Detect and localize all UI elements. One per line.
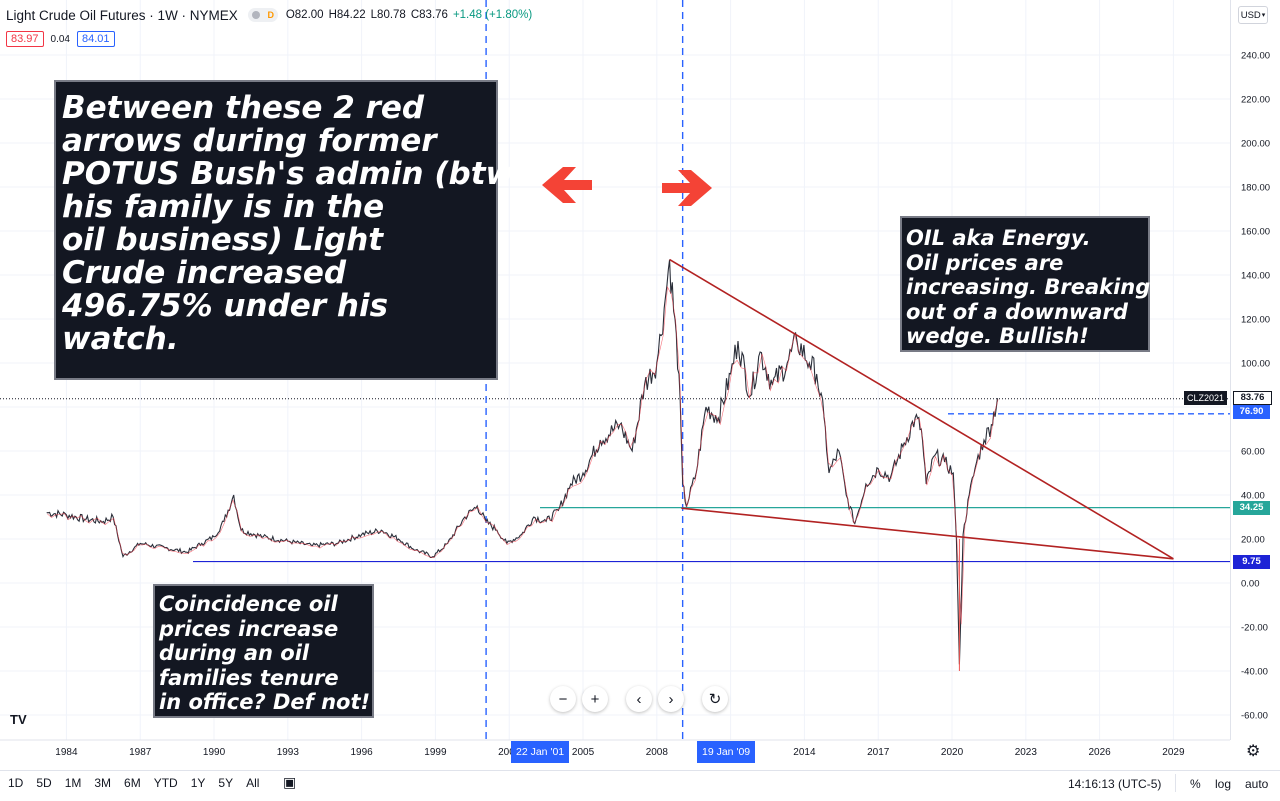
buy-price-button[interactable]: 84.01	[77, 31, 115, 47]
range-button-ytd[interactable]: YTD	[153, 776, 178, 790]
note-bush-admin[interactable]: Between these 2 red arrows during former…	[54, 80, 514, 380]
red-arrow-right-icon[interactable]	[662, 170, 712, 206]
x-tick-label: 2005	[572, 747, 595, 758]
range-button-5d[interactable]: 5D	[36, 776, 52, 790]
date-range-selector: 1D 5D 1M 3M 6M YTD 1Y 5Y All	[8, 776, 272, 790]
last-price-label: 83.76	[1233, 391, 1272, 405]
log-scale-toggle[interactable]: log	[1215, 777, 1232, 791]
range-button-all[interactable]: All	[246, 776, 260, 790]
range-button-5y[interactable]: 5Y	[218, 776, 234, 790]
delayed-badge: D	[267, 10, 274, 20]
symbol-price-tag: CLZ2021	[1184, 391, 1227, 405]
percent-scale-toggle[interactable]: %	[1190, 777, 1201, 791]
x-tick-label: 1987	[129, 747, 152, 758]
wedge-upper-trendline[interactable]	[669, 258, 1174, 560]
x-tick-label: 2026	[1088, 747, 1111, 758]
high-value: H84.22	[328, 9, 366, 21]
x-tick-label: 2029	[1162, 747, 1185, 758]
bid-ask-row: 83.97 0.04 84.01	[6, 31, 115, 47]
symbol-title[interactable]: Light Crude Oil Futures · 1W · NYMEX	[6, 7, 238, 23]
y-tick-label: 0.00	[1241, 579, 1260, 590]
calendar-icon[interactable]: ▣	[283, 774, 297, 790]
y-tick-label: 40.00	[1241, 491, 1265, 502]
zoom-in-button[interactable]: +	[582, 686, 608, 712]
range-button-6m[interactable]: 6M	[124, 776, 141, 790]
y-tick-label: 120.00	[1241, 315, 1270, 326]
x-tick-label: 2020	[941, 747, 964, 758]
spread-value: 0.04	[50, 33, 70, 45]
auto-scale-toggle[interactable]: auto	[1245, 777, 1269, 791]
price-series-line[interactable]	[46, 259, 999, 665]
x-tick-label: 2002	[498, 747, 521, 758]
y-tick-label: 100.00	[1241, 359, 1270, 370]
x-tick-label: 1999	[424, 747, 447, 758]
scroll-right-button[interactable]: ›	[658, 686, 684, 712]
range-button-3m[interactable]: 3M	[94, 776, 112, 790]
date-flag-end: 19 Jan '09	[697, 741, 756, 763]
y-tick-label: -20.00	[1241, 623, 1268, 634]
bottom-toolbar	[0, 770, 1280, 801]
reset-chart-button[interactable]: ↻	[702, 686, 728, 712]
chevron-down-icon: ▾	[1261, 12, 1266, 19]
x-tick-label: 1996	[350, 747, 373, 758]
support-price-label: 9.75	[1233, 555, 1270, 569]
x-tick-label: 2008	[646, 747, 669, 758]
bottom-separator	[1175, 774, 1176, 792]
x-tick-label: 2017	[867, 747, 890, 758]
gear-icon[interactable]: ⚙	[1246, 743, 1261, 760]
low-value: L80.78	[370, 9, 406, 21]
close-value: C83.76	[410, 9, 448, 21]
x-tick-label: 1984	[55, 747, 78, 758]
market-status-badge[interactable]: D	[247, 8, 278, 22]
clock-readout[interactable]: 14:16:13 (UTC-5)	[1068, 777, 1162, 791]
y-tick-label: 60.00	[1241, 447, 1265, 458]
y-tick-label: 200.00	[1241, 139, 1270, 150]
range-button-1m[interactable]: 1M	[64, 776, 82, 790]
change-value: +1.48 (+1.80%)	[452, 9, 533, 21]
open-value: O82.00	[285, 9, 324, 21]
note-coincidence[interactable]: Coincidence oil prices increase during a…	[153, 584, 374, 718]
scroll-left-button[interactable]: ‹	[626, 686, 652, 712]
middle-price-label: 34.25	[1233, 501, 1270, 515]
y-tick-label: -40.00	[1241, 667, 1268, 678]
red-arrow-left-icon-shape	[542, 167, 592, 203]
zoom-out-button[interactable]: −	[550, 686, 576, 712]
x-tick-label: 2014	[793, 747, 816, 758]
sell-price-button[interactable]: 83.97	[6, 31, 44, 47]
wedge-lower-trendline[interactable]	[681, 507, 1174, 560]
red-arrow-right-icon-shape	[662, 170, 712, 206]
y-tick-label: 140.00	[1241, 271, 1270, 282]
price-series-down-overlay	[47, 285, 999, 625]
red-arrow-left-icon[interactable]	[542, 167, 592, 203]
tradingview-logo-icon[interactable]: TV	[10, 712, 27, 727]
status-dot-icon	[251, 11, 260, 19]
y-tick-label: 20.00	[1241, 535, 1265, 546]
range-button-1d[interactable]: 1D	[8, 776, 24, 790]
y-tick-label: 160.00	[1241, 227, 1270, 238]
range-button-1y[interactable]: 1Y	[190, 776, 206, 790]
chart-header: Light Crude Oil Futures · 1W · NYMEX D O…	[6, 4, 532, 26]
resistance-price-label: 76.90	[1233, 405, 1270, 419]
y-tick-label: 180.00	[1241, 183, 1270, 194]
price-axis-separator	[1230, 0, 1231, 740]
currency-selector[interactable]: USD ▾	[1238, 6, 1268, 24]
x-tick-label: 1993	[277, 747, 300, 758]
note-energy-breakout[interactable]: OIL aka Energy. Oil prices are increasin…	[900, 216, 1150, 352]
y-tick-label: 240.00	[1241, 51, 1270, 62]
y-tick-label: -60.00	[1241, 711, 1268, 722]
currency-label: USD	[1240, 9, 1261, 21]
date-flag-start: 22 Jan '01	[511, 741, 570, 763]
x-tick-label: 2023	[1015, 747, 1038, 758]
y-tick-label: 220.00	[1241, 95, 1270, 106]
x-tick-label: 1990	[203, 747, 226, 758]
